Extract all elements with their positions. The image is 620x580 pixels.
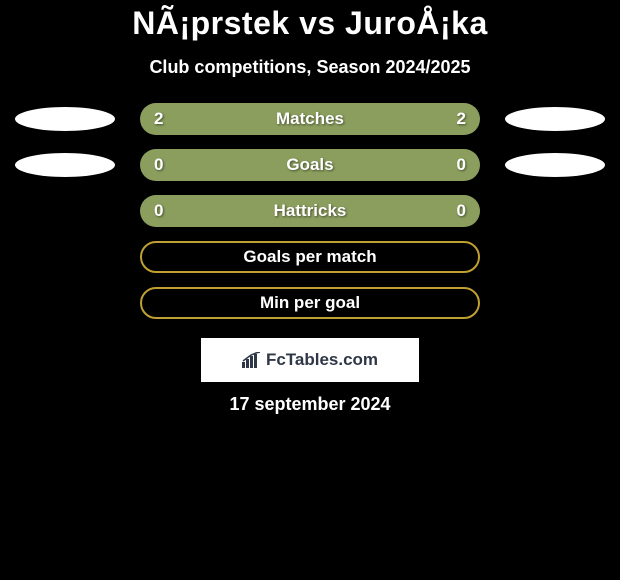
stat-row: 2 Matches 2 (15, 103, 605, 135)
stat-label: Goals per match (243, 247, 376, 267)
player-right-ellipse (505, 153, 605, 177)
stat-label: Goals (286, 155, 333, 175)
stat-bar: 2 Matches 2 (140, 103, 480, 135)
player-right-ellipse (505, 107, 605, 131)
brand-box[interactable]: FcTables.com (201, 338, 419, 382)
stat-bar: Goals per match (140, 241, 480, 273)
stat-row: 0 Hattricks 0 (15, 195, 605, 227)
stat-bar: Min per goal (140, 287, 480, 319)
stat-row: 0 Goals 0 (15, 149, 605, 181)
spacer-left (15, 291, 115, 315)
player-left-ellipse (15, 107, 115, 131)
stat-value-right: 2 (457, 109, 466, 129)
spacer-right (505, 291, 605, 315)
stat-bar: 0 Hattricks 0 (140, 195, 480, 227)
stat-value-right: 0 (457, 201, 466, 221)
page-title: NÃ¡prstek vs JuroÅ¡ka (132, 5, 488, 42)
stats-area: 2 Matches 2 0 Goals 0 0 Hattricks 0 Goals per mat… (15, 103, 605, 333)
stat-bar: 0 Goals 0 (140, 149, 480, 181)
spacer-right (505, 245, 605, 269)
stat-label: Min per goal (260, 293, 360, 313)
stat-value-right: 0 (457, 155, 466, 175)
spacer-left (15, 245, 115, 269)
chart-icon (242, 352, 262, 368)
stat-label: Hattricks (274, 201, 347, 221)
stat-row: Min per goal (15, 287, 605, 319)
stat-value-left: 0 (154, 155, 163, 175)
stat-row: Goals per match (15, 241, 605, 273)
spacer-left (15, 199, 115, 223)
stat-value-left: 2 (154, 109, 163, 129)
spacer-right (505, 199, 605, 223)
player-left-ellipse (15, 153, 115, 177)
page-subtitle: Club competitions, Season 2024/2025 (149, 57, 470, 78)
stat-label: Matches (276, 109, 344, 129)
date-label: 17 september 2024 (229, 394, 390, 415)
stat-value-left: 0 (154, 201, 163, 221)
brand-label: FcTables.com (266, 350, 378, 370)
